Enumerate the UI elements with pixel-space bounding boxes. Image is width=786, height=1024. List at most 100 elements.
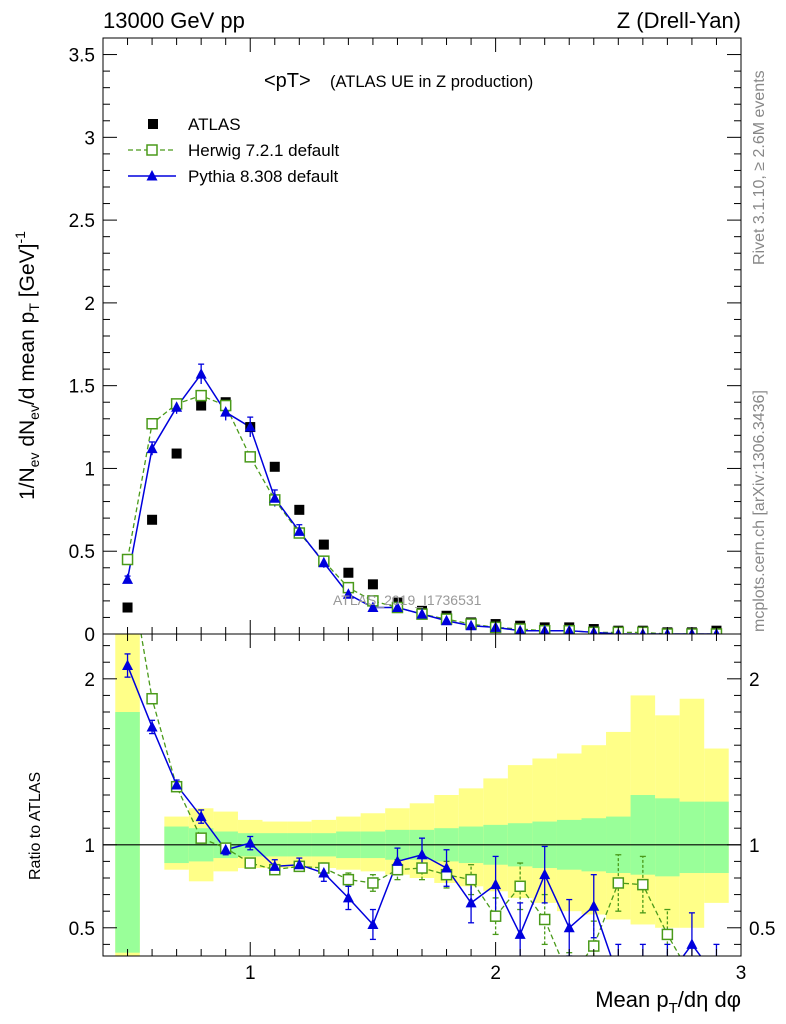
herwig-point — [195, 389, 207, 402]
herwig-ratio-point — [465, 873, 477, 886]
ratio-y-tick-label-right: 0.5 — [749, 919, 775, 940]
bottom-plot-area — [103, 634, 741, 983]
atlas-point — [294, 504, 305, 515]
herwig-point — [244, 451, 256, 463]
header-right-label: Z (Drell-Yan) — [617, 8, 741, 33]
uncertainty-band-inner — [655, 798, 680, 877]
top-y-tick-label: 1 — [84, 459, 95, 480]
legend-label: ATLAS — [188, 115, 241, 134]
top-y-tick-label: 0 — [84, 625, 95, 646]
herwig-ratio-point — [367, 877, 379, 889]
pythia-point — [195, 368, 207, 379]
pythia-point — [367, 601, 379, 613]
atlas-point — [318, 539, 329, 550]
pythia-point — [269, 492, 281, 503]
pythia-ratio-point — [441, 862, 453, 873]
pythia-ratio-point — [171, 779, 183, 790]
rivet-label: Rivet 3.1.10, ≥ 2.6M events — [751, 70, 768, 265]
pythia-ratio-point — [711, 972, 722, 983]
pythia-ratio-point — [293, 858, 305, 870]
pythia-point — [318, 556, 330, 568]
pythia-point — [122, 573, 134, 584]
herwig-ratio-point — [661, 928, 674, 941]
herwig-ratio-point — [146, 692, 158, 705]
pythia-point — [416, 608, 428, 619]
watermark: ATLAS_2019_I1736531 — [333, 592, 482, 608]
herwig-ratio-point — [195, 832, 207, 844]
x-axis-label: Mean pT/dη dφ — [595, 987, 741, 1017]
uncertainty-band-inner — [704, 801, 729, 874]
atlas-point — [147, 514, 158, 525]
atlas-point — [343, 567, 354, 578]
pythia-ratio-point — [146, 720, 158, 732]
pythia-point — [220, 406, 232, 417]
herwig-ratio-point — [416, 862, 428, 874]
pythia-ratio-point — [195, 810, 207, 822]
x-tick-label: 3 — [736, 963, 747, 984]
atlas-point — [367, 579, 378, 590]
chart-title: <pT> — [264, 70, 311, 92]
top-y-tick-label: 0.5 — [69, 542, 95, 563]
pythia-ratio-point — [490, 878, 502, 890]
y-axis-label-top: 1/Nev dNev/d mean pT [GeV]-1 — [12, 231, 42, 500]
atlas-point — [269, 461, 280, 472]
pythia-point — [465, 619, 477, 631]
herwig-ratio-point — [711, 973, 721, 983]
pythia-ratio-point — [514, 928, 526, 939]
top-y-tick-label: 1.5 — [69, 377, 95, 398]
ratio-y-tick-label-left: 1 — [84, 836, 95, 857]
top-y-tick-label: 3 — [84, 128, 95, 149]
herwig-ratio-point — [538, 913, 551, 926]
legend-atlas-marker — [148, 119, 158, 129]
pythia-ratio-point — [465, 896, 477, 908]
pythia-ratio-point — [539, 868, 551, 880]
herwig-ratio-point — [391, 863, 404, 876]
pythia-point — [171, 401, 183, 412]
mcplots-label: mcplots.cern.ch [arXiv:1306.3436] — [751, 390, 768, 632]
pythia-ratio-point — [563, 921, 575, 933]
atlas-point — [171, 448, 182, 459]
top-axes: 0 0.5 1 1.5 2 2.5 3 3.5 — [69, 38, 741, 646]
herwig-ratio-point — [342, 873, 355, 886]
herwig-ratio-point — [489, 910, 502, 922]
pythia-point — [342, 588, 354, 599]
y-axis-label-ratio: Ratio to ATLAS — [27, 772, 44, 880]
pythia-ratio-point — [637, 972, 648, 983]
ratio-y-tick-label-right: 2 — [749, 670, 760, 691]
pythia-ratio-point — [662, 972, 673, 983]
pythia-ratio-point — [220, 843, 232, 855]
top-y-tick-label: 2 — [84, 294, 95, 315]
pythia-point — [293, 525, 305, 536]
uncertainty-band-inner — [679, 801, 705, 874]
legend: ATLAS Herwig 7.2.1 default Pythia 8.308 de… — [128, 115, 339, 186]
herwig-point — [121, 553, 134, 566]
herwig-ratio-point — [612, 877, 625, 889]
legend-pythia-marker — [146, 170, 158, 181]
legend-label: Herwig 7.2.1 default — [188, 141, 339, 160]
herwig-point — [146, 417, 158, 430]
x-tick-label: 2 — [490, 963, 501, 984]
top-y-tick-label: 3.5 — [69, 46, 95, 67]
header-left-label: 13000 GeV pp — [103, 8, 245, 33]
uncertainty-band-inner — [115, 712, 140, 953]
herwig-ratio-point — [637, 878, 649, 891]
pythia-ratio-point — [318, 867, 330, 878]
pythia-ratio-point — [122, 659, 134, 671]
pythia-ratio-point — [588, 900, 600, 911]
pythia-point — [146, 442, 158, 454]
atlas-point — [122, 602, 133, 613]
pythia-point — [391, 601, 403, 613]
pythia-ratio-point — [686, 938, 698, 949]
pythia-ratio-point — [416, 848, 428, 860]
pythia-point — [441, 614, 453, 626]
pythia-point — [244, 421, 256, 432]
x-tick-label: 1 — [245, 963, 256, 984]
herwig-ratio-point — [564, 973, 574, 983]
legend-herwig-marker — [146, 144, 158, 156]
legend-label: Pythia 8.308 default — [188, 167, 339, 186]
top-y-tick-label: 2.5 — [69, 211, 95, 232]
ratio-y-tick-label-right: 1 — [749, 836, 760, 857]
pythia-ratio-point — [367, 918, 379, 929]
atlas-point — [196, 400, 207, 411]
